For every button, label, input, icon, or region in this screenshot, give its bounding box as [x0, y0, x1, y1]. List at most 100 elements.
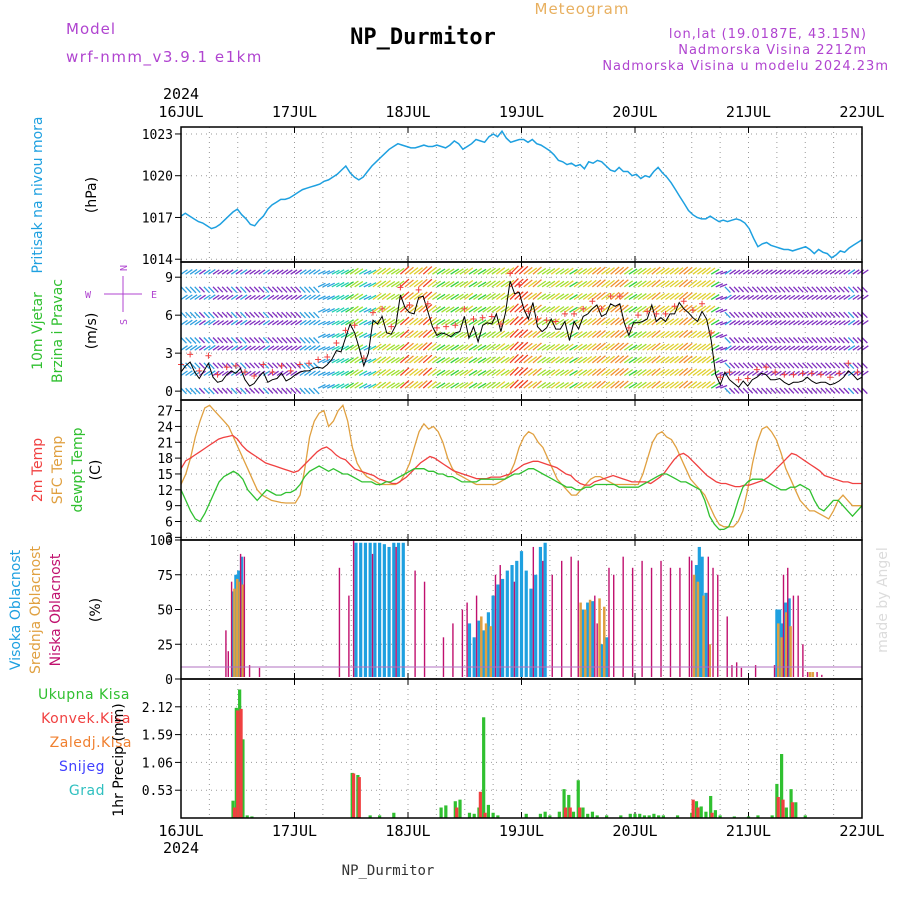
wind-barb	[285, 370, 293, 377]
wind-barb	[244, 345, 252, 351]
wind-barb	[399, 341, 410, 351]
wind-barb	[537, 381, 547, 389]
wind-gust-marker	[305, 360, 312, 367]
wind-barb	[765, 286, 772, 293]
wind-barb	[409, 381, 419, 389]
wind-barb	[409, 355, 419, 364]
wind-barb	[724, 319, 732, 326]
wind-barb	[381, 279, 391, 288]
wind-barb	[610, 355, 620, 364]
wind-barb	[377, 318, 387, 326]
wind-barb	[473, 305, 483, 313]
wind-barb	[345, 369, 354, 377]
wind-barb	[240, 345, 248, 351]
precipitation-ytick-label: 1.59	[142, 729, 173, 744]
sfc-temp-axis-label: SFC Temp	[50, 436, 66, 505]
wind-barb	[582, 292, 593, 301]
wind-barb	[797, 294, 805, 301]
wind-barb	[569, 370, 578, 377]
wind-barb	[546, 280, 556, 288]
cloud-ytick-label: 75	[157, 569, 173, 584]
high-cloud-bar	[239, 556, 244, 677]
wind-barb	[377, 356, 387, 364]
conv-precip-bar	[232, 807, 237, 818]
temperature-ytick-label: 27	[157, 405, 173, 420]
low-cloud-bar	[352, 540, 355, 677]
conv-precip-bar	[357, 777, 361, 818]
wind-barb	[541, 306, 551, 313]
wind-barb	[527, 356, 538, 364]
total-precip-bar	[642, 815, 647, 818]
low-cloud-bar	[513, 581, 516, 677]
total-precip-bar	[444, 805, 448, 818]
wind-barb	[751, 286, 759, 293]
wind-gust-marker	[735, 376, 742, 383]
wind-barb	[637, 280, 647, 288]
wind-barb	[802, 294, 810, 301]
compass-north: N	[119, 265, 130, 271]
precip-legend-item: Snijeg	[59, 759, 105, 775]
wind-barb	[847, 286, 855, 294]
wind-gust-marker	[525, 308, 532, 315]
wind-barb	[226, 387, 233, 395]
wind-barb	[701, 292, 711, 301]
wind-barb	[715, 346, 724, 351]
wind-barb	[354, 268, 364, 275]
wind-barb	[633, 368, 643, 377]
precip-unit-label: 1hr Precip (mm)	[111, 703, 127, 816]
wind-barb	[436, 369, 446, 377]
wind-barb	[788, 345, 796, 351]
wind-barb	[445, 331, 455, 339]
wind-barb	[358, 370, 368, 377]
wind-barb	[505, 355, 515, 364]
wind-barb	[422, 291, 433, 301]
wind-gust-marker	[397, 284, 404, 291]
wind-barb	[678, 279, 689, 288]
high-cloud-axis-label: Visoka Oblacnost	[8, 549, 24, 670]
wind-barb	[852, 345, 860, 351]
total-precip-bar	[241, 739, 245, 818]
wind-barb	[198, 311, 206, 319]
wind-barb	[614, 380, 625, 389]
top-date-label: 17JUL	[272, 103, 317, 121]
high-cloud-bar	[378, 542, 382, 677]
wind-barb	[377, 343, 387, 351]
bottom-date-label: 16JUL	[158, 822, 203, 840]
wind-barb	[802, 286, 809, 293]
wind-barb	[591, 304, 602, 313]
wind-barb	[495, 267, 506, 275]
wind-barb	[285, 311, 292, 318]
wind-barb	[486, 381, 496, 389]
wind-barb	[445, 356, 455, 364]
wind-barb	[313, 269, 321, 275]
wind-barb	[294, 294, 303, 301]
wind-gust-marker	[315, 356, 322, 363]
wind-barb	[226, 337, 233, 344]
wind-barb	[267, 269, 275, 275]
wind-barb	[482, 305, 492, 313]
wind-barb	[527, 330, 538, 339]
wind-barb	[354, 382, 364, 389]
wind-barb	[665, 368, 675, 377]
wind-barb	[185, 269, 193, 275]
wind-barb	[290, 362, 297, 369]
wind-barb	[642, 280, 652, 288]
wind-gust-marker	[753, 366, 760, 373]
wind-axis-title: 10m Vjetar	[30, 292, 46, 370]
wind-barb	[541, 344, 551, 351]
low-cloud-bar	[499, 565, 501, 677]
wind-barb	[550, 368, 560, 377]
wind-barb	[372, 267, 382, 275]
wind-barb	[815, 269, 823, 275]
wind-barb	[427, 279, 437, 288]
wind-barb	[244, 286, 251, 293]
pressure-line	[180, 129, 863, 259]
wind-barb	[505, 381, 515, 389]
high-cloud-bar	[590, 601, 595, 677]
wind-barb	[601, 305, 611, 313]
wind-barb	[372, 330, 382, 339]
wind-barb	[326, 320, 335, 326]
total-precip-bar	[661, 815, 665, 818]
wind-barb	[751, 269, 759, 275]
wind-barb	[308, 286, 315, 294]
